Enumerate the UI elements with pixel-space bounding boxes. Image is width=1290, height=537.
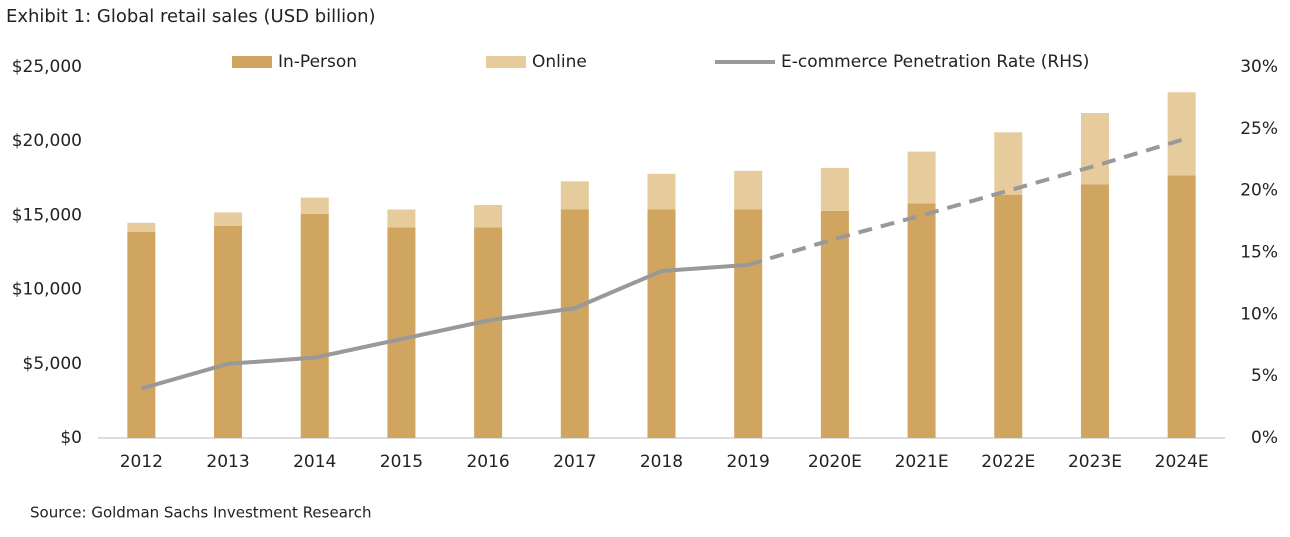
y2-tick-label: 10% bbox=[1240, 304, 1278, 324]
x-tick-label: 2017 bbox=[553, 452, 596, 472]
y-tick-label: $25,000 bbox=[12, 57, 82, 77]
x-tick-label: 2021E bbox=[895, 452, 949, 472]
bar bbox=[474, 205, 503, 228]
y2-tick-label: 0% bbox=[1251, 428, 1278, 448]
legend-swatch bbox=[486, 56, 526, 68]
y-tick-label: $15,000 bbox=[12, 205, 82, 225]
bar bbox=[387, 209, 416, 228]
bar bbox=[994, 132, 1023, 195]
x-tick-label: 2019 bbox=[727, 452, 770, 472]
bar bbox=[387, 227, 416, 438]
bar bbox=[647, 173, 676, 210]
legend-label: In-Person bbox=[278, 52, 357, 72]
chart-title: Exhibit 1: Global retail sales (USD bill… bbox=[6, 6, 376, 27]
bar bbox=[820, 210, 849, 438]
bar bbox=[1080, 113, 1109, 185]
x-tick-label: 2014 bbox=[293, 452, 336, 472]
legend-label: E-commerce Penetration Rate (RHS) bbox=[781, 52, 1089, 72]
bar bbox=[820, 167, 849, 211]
bar bbox=[127, 222, 156, 232]
bar bbox=[1167, 92, 1196, 176]
x-tick-label: 2016 bbox=[466, 452, 509, 472]
bar bbox=[1080, 184, 1109, 438]
bar bbox=[300, 197, 329, 214]
legend-label: Online bbox=[532, 52, 587, 72]
y-tick-label: $20,000 bbox=[12, 131, 82, 151]
y-tick-label: $10,000 bbox=[12, 280, 82, 300]
y-tick-label: $5,000 bbox=[23, 354, 82, 374]
y-tick-label: $0 bbox=[60, 428, 82, 448]
y2-tick-label: 25% bbox=[1240, 119, 1278, 139]
source-note: Source: Goldman Sachs Investment Researc… bbox=[30, 504, 372, 522]
x-tick-label: 2022E bbox=[981, 452, 1035, 472]
line bbox=[140, 262, 749, 391]
bar bbox=[214, 212, 243, 226]
bar bbox=[560, 209, 589, 438]
bar bbox=[994, 194, 1023, 438]
bar bbox=[907, 203, 936, 438]
bar bbox=[474, 227, 503, 438]
bar bbox=[647, 209, 676, 438]
line bbox=[747, 138, 1183, 267]
x-tick-label: 2013 bbox=[206, 452, 249, 472]
x-tick-label: 2023E bbox=[1068, 452, 1122, 472]
bar bbox=[214, 225, 243, 438]
y2-tick-label: 5% bbox=[1251, 366, 1278, 386]
bar bbox=[127, 231, 156, 438]
bar bbox=[300, 213, 329, 438]
bar bbox=[734, 209, 763, 438]
y2-tick-label: 20% bbox=[1240, 181, 1278, 201]
x-tick-label: 2020E bbox=[808, 452, 862, 472]
x-tick-label: 2018 bbox=[640, 452, 683, 472]
bar bbox=[907, 151, 936, 204]
legend-swatch bbox=[232, 56, 272, 68]
x-tick-label: 2015 bbox=[380, 452, 423, 472]
bar bbox=[734, 170, 763, 210]
bar bbox=[1167, 175, 1196, 438]
y2-tick-label: 15% bbox=[1240, 243, 1278, 263]
y2-tick-label: 30% bbox=[1240, 57, 1278, 77]
bar bbox=[560, 181, 589, 210]
x-tick-label: 2024E bbox=[1155, 452, 1209, 472]
x-tick-label: 2012 bbox=[120, 452, 163, 472]
